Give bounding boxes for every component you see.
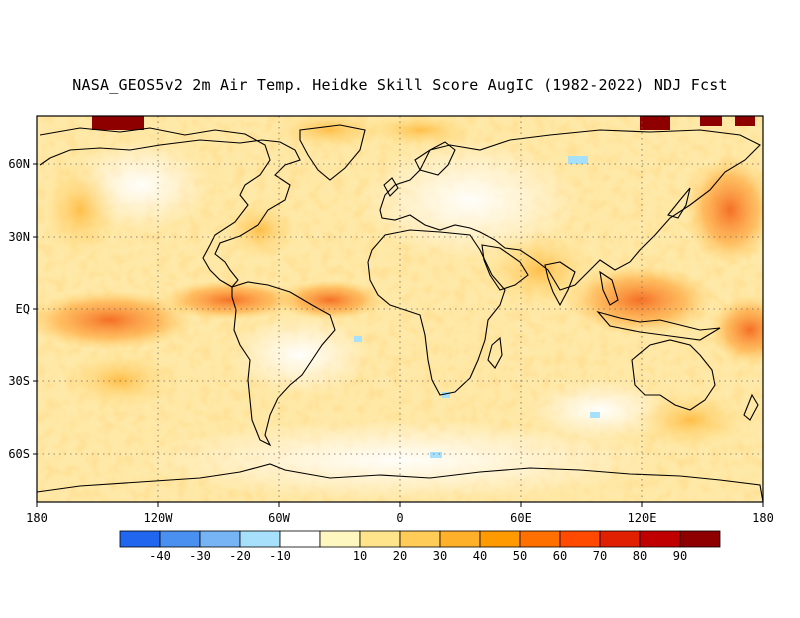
colorbar-label: 90 [673,549,687,563]
colorbar-swatch [639,530,681,548]
colorbar-swatch [119,530,161,548]
lon-label-120e: 120E [628,511,657,525]
lat-label-60n: 60N [8,157,30,171]
colorbar-swatch [359,530,401,548]
lon-label-0: 0 [396,511,403,525]
lon-label-180e: 180 [752,511,774,525]
colorbar-swatch [519,530,561,548]
colorbar-swatch [199,530,241,548]
lat-label-60s: 60S [8,447,30,461]
colorbar-swatch [399,530,441,548]
colorbar-swatch [679,530,721,548]
colorbar-label: 40 [473,549,487,563]
colorbar-label: -30 [189,549,211,563]
lat-label-eq: EQ [16,302,30,316]
lat-tick-marks [33,163,37,455]
colorbar-label: 20 [393,549,407,563]
colorbar-label: -20 [229,549,251,563]
colorbar-swatch [239,530,281,548]
colorbar-label: -10 [269,549,291,563]
colorbar-swatch [319,530,361,548]
colorbar-label: 80 [633,549,647,563]
lon-tick-marks [36,502,764,507]
colorbar-swatch [559,530,601,548]
colorbar-label: 10 [353,549,367,563]
coastlines [37,124,763,502]
colorbar-label: 50 [513,549,527,563]
chart-title: NASA_GEOS5v2 2m Air Temp. Heidke Skill S… [72,76,728,94]
colorbar-swatch [159,530,201,548]
lon-label-60e: 60E [510,511,532,525]
lon-label-180w: 180 [26,511,48,525]
colorbar-label: 60 [553,549,567,563]
lat-label-30s: 30S [8,374,30,388]
colorbar-swatch [439,530,481,548]
colorbar-label: 70 [593,549,607,563]
colorbar-swatch [599,530,641,548]
skill-field [37,116,763,502]
colorbar-label: -40 [149,549,171,563]
colorbar-swatch [279,530,321,548]
grid-lines [37,116,763,502]
colorbar-swatch [479,530,521,548]
lon-label-60w: 60W [268,511,290,525]
colorbar-label: 30 [433,549,447,563]
colorbar: -40 -30 -20 -10 10 20 30 40 50 60 70 80 90 [119,530,721,563]
lon-label-120w: 120W [144,511,174,525]
lat-label-30n: 30N [8,230,30,244]
